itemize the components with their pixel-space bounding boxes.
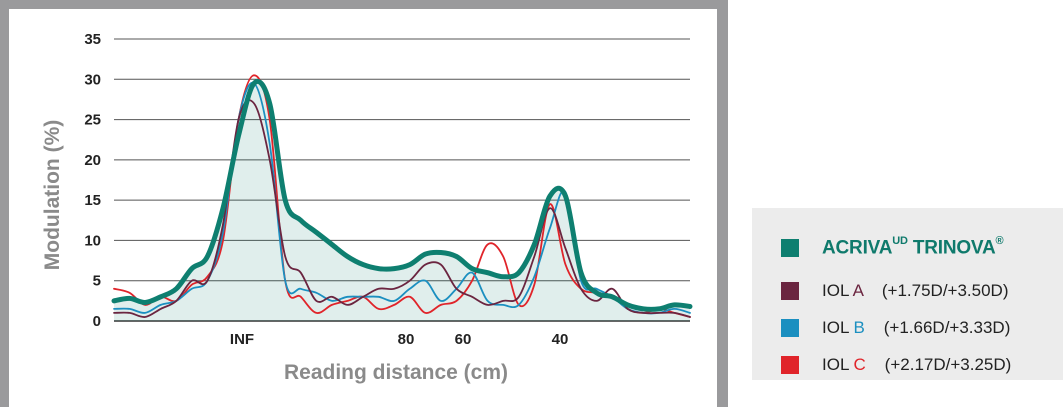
y-tick-label-25: 25	[84, 112, 101, 129]
legend-iol-a-letter: A	[852, 281, 863, 300]
y-tick-label-35: 35	[84, 31, 101, 48]
y-tick-label-5: 5	[93, 273, 101, 290]
x-tick-label-80: 80	[398, 331, 415, 348]
legend-label-iol-a: IOL A (+1.75D/+3.50D)	[822, 281, 1009, 301]
legend-swatch-iol-c	[781, 356, 799, 374]
y-tick-label-20: 20	[84, 152, 101, 169]
y-tick-label-15: 15	[84, 192, 101, 209]
x-axis-title: Reading distance (cm)	[284, 361, 508, 384]
legend-swatch-acriva	[781, 239, 799, 257]
legend-acriva-sup: UD	[892, 234, 908, 247]
chart-frame: 0 5 10 15 20 25 30 35 INF 80 60 40 Modulation (%) R…	[0, 0, 728, 407]
legend-iol-a-spec: (+1.75D/+3.50D)	[862, 281, 1009, 300]
legend-label-iol-b: IOL B (+1.66D/+3.33D)	[822, 318, 1010, 338]
legend-iol-c-spec: (+2.17D/+3.25D)	[865, 355, 1012, 374]
x-tick-label-inf: INF	[230, 331, 254, 348]
legend-item-iol-a: IOL A (+1.75D/+3.50D)	[781, 280, 1009, 302]
series-line-acriva	[111, 78, 693, 312]
legend-item-iol-b: IOL B (+1.66D/+3.33D)	[781, 317, 1010, 339]
legend-acriva-mark: ®	[995, 234, 1004, 247]
y-tick-label-30: 30	[84, 71, 101, 88]
legend-iol-c-prefix: IOL	[822, 355, 854, 374]
x-tick-label-40: 40	[552, 331, 569, 348]
legend-iol-a-prefix: IOL	[822, 281, 853, 300]
series-line-iol-a	[113, 99, 691, 318]
legend-iol-b-letter: B	[853, 318, 865, 337]
x-tick-label-60: 60	[455, 331, 472, 348]
legend-iol-c-letter: C	[853, 355, 866, 374]
legend-label-iol-c: IOL C (+2.17D/+3.25D)	[822, 355, 1011, 375]
legend-item-iol-c: IOL C (+2.17D/+3.25D)	[781, 354, 1011, 376]
y-tick-label-10: 10	[84, 232, 101, 249]
legend-swatch-iol-b	[781, 319, 799, 337]
y-tick-label-0: 0	[93, 313, 101, 330]
series-area-acriva	[114, 81, 690, 321]
modulation-chart: 0 5 10 15 20 25 30 35 INF 80 60 40 Modulation (%) R…	[41, 31, 693, 384]
legend-label-acriva: ACRIVAUD TRINOVA®	[822, 234, 1004, 259]
legend-item-acriva: ACRIVAUD TRINOVA®	[781, 234, 1004, 259]
chart-panel: 0 5 10 15 20 25 30 35 INF 80 60 40 Modulation (%) R…	[9, 9, 717, 407]
legend-swatch-iol-a	[781, 282, 799, 300]
y-axis-title: Modulation (%)	[41, 120, 64, 270]
legend: ACRIVAUD TRINOVA® IOL A (+1.75D/+3.50D) …	[752, 208, 1063, 380]
legend-acriva-name: ACRIVA	[822, 237, 893, 259]
legend-iol-b-prefix: IOL	[822, 318, 854, 337]
legend-iol-b-spec: (+1.66D/+3.33D)	[864, 318, 1011, 337]
legend-acriva-rest: TRINOVA	[907, 237, 996, 259]
